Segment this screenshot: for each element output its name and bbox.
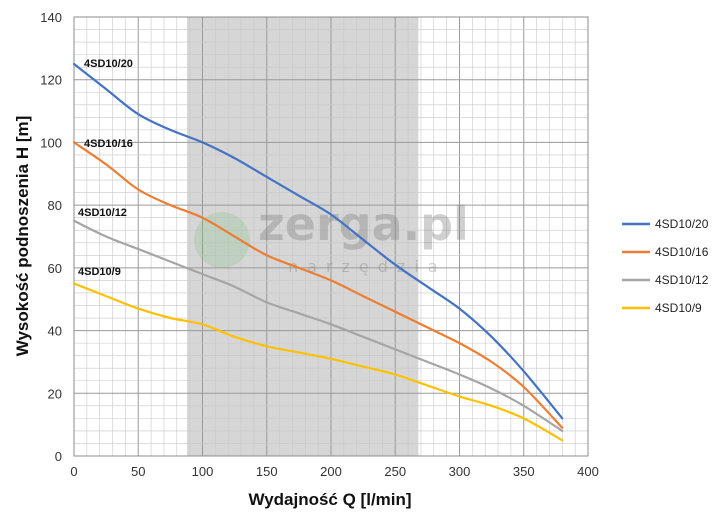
- y-tick-label: 120: [40, 73, 62, 88]
- series-line-4sd10-12: [72, 219, 564, 432]
- series-line-4sd10-16: [72, 141, 564, 429]
- y-axis-ticks: 0 20 40 60 80 100 120 140: [40, 10, 62, 464]
- legend-label: 4SD10/9: [655, 301, 702, 315]
- operating-range-shading: [187, 17, 419, 456]
- legend-label: 4SD10/12: [655, 273, 709, 287]
- y-tick-label: 20: [48, 386, 62, 401]
- y-tick-label: 80: [48, 198, 62, 213]
- watermark-text: zerga.pl: [258, 197, 469, 251]
- x-axis-ticks: 0 50 100 150 200 250 300 350 400: [70, 464, 598, 479]
- x-tick-label: 150: [256, 464, 278, 479]
- x-tick-label: 400: [577, 464, 599, 479]
- series-label-4sd10-12: 4SD10/12: [78, 207, 127, 219]
- y-tick-label: 40: [48, 324, 62, 339]
- series-lines: [72, 62, 564, 442]
- series-label-4sd10-20: 4SD10/20: [84, 58, 133, 70]
- x-tick-label: 350: [513, 464, 535, 479]
- plot-area-border: [73, 16, 589, 457]
- x-tick-label: 50: [131, 464, 145, 479]
- series-label-4sd10-16: 4SD10/16: [84, 138, 133, 150]
- legend: 4SD10/20 4SD10/16 4SD10/12 4SD10/9: [622, 217, 709, 315]
- y-tick-label: 140: [40, 10, 62, 25]
- watermark-logo-icon: [194, 212, 250, 268]
- x-tick-label: 100: [192, 464, 214, 479]
- series-line-4sd10-20: [72, 62, 564, 420]
- legend-label: 4SD10/16: [655, 245, 709, 259]
- series-line-4sd10-9: [72, 282, 564, 442]
- watermark-subtext: narzędzia: [288, 257, 447, 276]
- y-tick-label: 60: [48, 261, 62, 276]
- x-tick-label: 250: [384, 464, 406, 479]
- x-tick-label: 200: [320, 464, 342, 479]
- y-axis-title: Wysokość podnoszenia H [m]: [13, 116, 32, 357]
- series-label-4sd10-9: 4SD10/9: [78, 266, 121, 278]
- watermark: zerga.pl narzędzia: [194, 197, 469, 276]
- legend-label: 4SD10/20: [655, 217, 709, 231]
- x-tick-label: 300: [449, 464, 471, 479]
- x-axis-title: Wydajność Q [l/min]: [248, 490, 411, 509]
- y-tick-label: 0: [55, 449, 62, 464]
- x-tick-label: 0: [70, 464, 77, 479]
- y-tick-label: 100: [40, 135, 62, 150]
